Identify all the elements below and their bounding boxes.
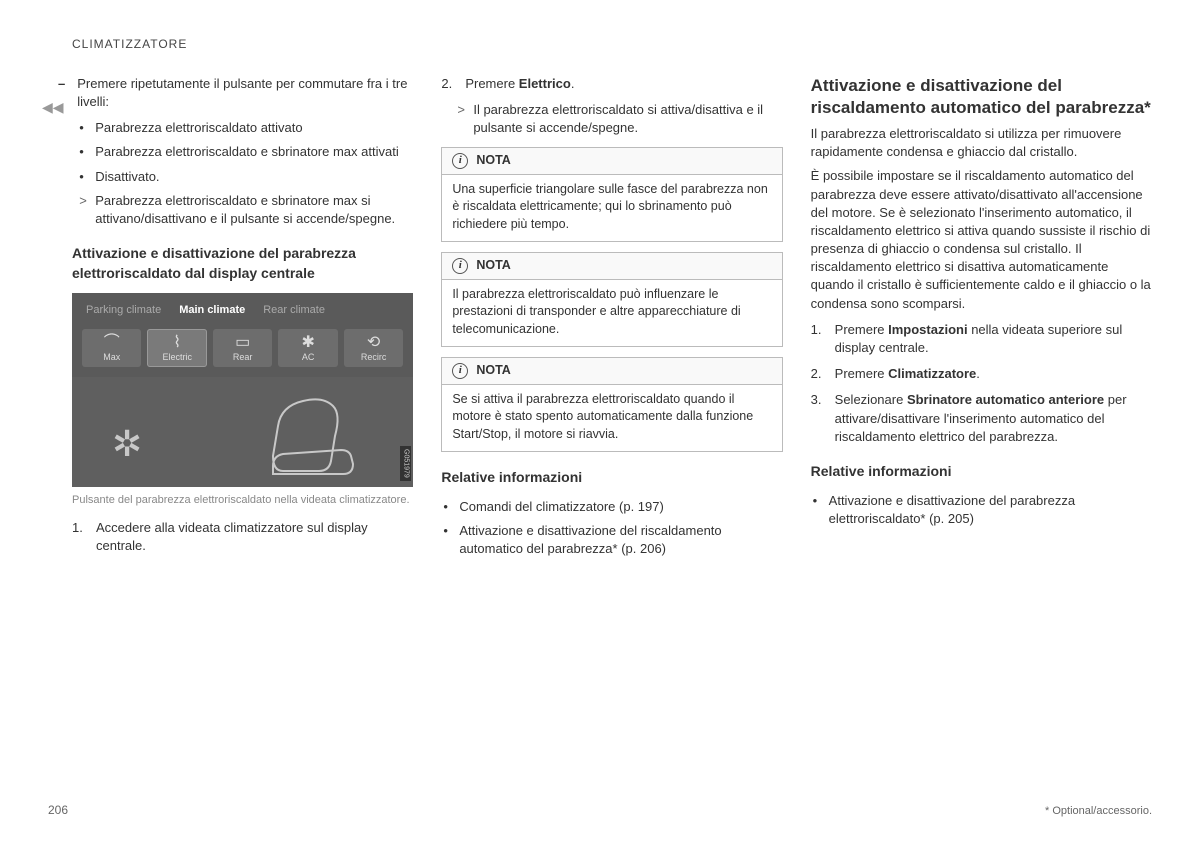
seat-outline-icon <box>253 386 363 481</box>
note-label: NOTA <box>476 152 511 170</box>
content-columns: – Premere ripetutamente il pulsante per … <box>72 75 1152 565</box>
btn-label: Electric <box>162 352 192 362</box>
rear-defrost-button[interactable]: ▭Rear <box>213 329 272 368</box>
dash-content: Premere ripetutamente il pulsante per co… <box>77 75 413 228</box>
step-item: Premere Climatizzatore. <box>811 365 1152 383</box>
result-text: Parabrezza elettroriscaldato e sbrinator… <box>77 192 413 228</box>
note-body: Il parabrezza elettroriscaldato può infl… <box>442 280 781 347</box>
bold-term: Climatizzatore <box>888 366 976 381</box>
note-box: i NOTA Il parabrezza elettroriscaldato pu… <box>441 252 782 347</box>
continuation-icon: ◀◀ <box>42 98 64 118</box>
related-info-list: Comandi del climatizzatore (p. 197) Atti… <box>441 498 782 559</box>
note-heading: i NOTA <box>442 253 781 280</box>
climate-display-figure: Parking climate Main climate Rear climat… <box>72 293 413 487</box>
bold-term: Impostazioni <box>888 322 967 337</box>
note-label: NOTA <box>476 257 511 275</box>
defrost-max-icon: ⌒ <box>84 335 139 351</box>
btn-label: AC <box>302 352 315 362</box>
dash-list-item: – Premere ripetutamente il pulsante per … <box>72 75 413 228</box>
topic-body: È possibile impostare se il riscaldament… <box>811 167 1152 313</box>
figure-caption: Pulsante del parabrezza elettroriscaldat… <box>72 493 413 508</box>
section-header: CLIMATIZZATORE <box>72 36 1152 53</box>
fan-icon: ✲ <box>112 419 142 469</box>
related-link: Attivazione e disattivazione del parabre… <box>811 492 1152 528</box>
step-list-continued: Premere Elettrico. <box>441 75 782 93</box>
btn-label: Rear <box>233 352 253 362</box>
btn-label: Recirc <box>361 352 387 362</box>
related-link: Attivazione e disattivazione del riscald… <box>441 522 782 558</box>
list-item: Parabrezza elettroriscaldato attivato <box>77 119 413 137</box>
column-3: Attivazione e disattivazione del riscald… <box>811 75 1152 565</box>
related-info-heading: Relative informazioni <box>811 462 1152 482</box>
climate-button-row: ⌒Max ⌇Electric ▭Rear ✱AC ⟲Recirc <box>72 325 413 378</box>
step-item: Accedere alla videata climatizzatore sul… <box>72 519 413 555</box>
step-item: Premere Elettrico. <box>441 75 782 93</box>
step-item: Selezionare Sbrinatore automatico anteri… <box>811 391 1152 446</box>
step-item: Premere Impostazioni nella videata super… <box>811 321 1152 357</box>
bold-term: Sbrinatore automatico anteriore <box>907 392 1104 407</box>
footnote: * Optional/accessorio. <box>1045 804 1152 819</box>
info-icon: i <box>452 153 468 169</box>
option-list: Parabrezza elettroriscaldato attivato Pa… <box>77 119 413 186</box>
subsection-heading: Attivazione e disattivazione del parabre… <box>72 244 413 283</box>
step-list: Premere Impostazioni nella videata super… <box>811 321 1152 446</box>
electric-defrost-button[interactable]: ⌇Electric <box>147 329 206 368</box>
note-heading: i NOTA <box>442 358 781 385</box>
note-body: Se si attiva il parabrezza elettroriscal… <box>442 385 781 452</box>
column-2: Premere Elettrico. Il parabrezza elettro… <box>441 75 782 565</box>
max-defrost-button[interactable]: ⌒Max <box>82 329 141 368</box>
step-list: Accedere alla videata climatizzatore sul… <box>72 519 413 555</box>
snowflake-icon: ✱ <box>280 335 335 351</box>
related-info-heading: Relative informazioni <box>441 468 782 488</box>
climate-tabs: Parking climate Main climate Rear climat… <box>72 293 413 324</box>
page-number: 206 <box>48 802 68 819</box>
note-body: Una superficie triangolare sulle fasce d… <box>442 175 781 242</box>
ac-button[interactable]: ✱AC <box>278 329 337 368</box>
text: . <box>976 366 980 381</box>
topic-heading: Attivazione e disattivazione del riscald… <box>811 75 1152 119</box>
text: Premere <box>835 366 888 381</box>
related-info-list: Attivazione e disattivazione del parabre… <box>811 492 1152 528</box>
list-item: Disattivato. <box>77 168 413 186</box>
result-text: Il parabrezza elettroriscaldato si attiv… <box>441 101 782 137</box>
topic-intro: Il parabrezza elettroriscaldato si utili… <box>811 125 1152 161</box>
recirc-button[interactable]: ⟲Recirc <box>344 329 403 368</box>
image-reference-tag: G051979 <box>400 446 412 481</box>
column-1: – Premere ripetutamente il pulsante per … <box>72 75 413 565</box>
note-heading: i NOTA <box>442 148 781 175</box>
text: Premere <box>465 76 518 91</box>
manual-page: CLIMATIZZATORE ◀◀ – Premere ripetutament… <box>0 0 1200 601</box>
tab-parking-climate[interactable]: Parking climate <box>86 303 161 318</box>
defrost-rear-icon: ▭ <box>215 335 270 351</box>
info-icon: i <box>452 258 468 274</box>
text: Premere <box>835 322 888 337</box>
bold-term: Elettrico <box>519 76 571 91</box>
btn-label: Max <box>103 352 120 362</box>
climate-body-area: ✲ G051979 <box>72 377 413 487</box>
note-box: i NOTA Una superficie triangolare sulle f… <box>441 147 782 242</box>
defrost-electric-icon: ⌇ <box>149 335 204 351</box>
recirc-icon: ⟲ <box>346 335 401 351</box>
dash-lead-text: Premere ripetutamente il pulsante per co… <box>77 75 413 111</box>
tab-rear-climate[interactable]: Rear climate <box>263 303 325 318</box>
text: . <box>571 76 575 91</box>
note-box: i NOTA Se si attiva il parabrezza elettro… <box>441 357 782 452</box>
text: Selezionare <box>835 392 907 407</box>
info-icon: i <box>452 363 468 379</box>
related-link: Comandi del climatizzatore (p. 197) <box>441 498 782 516</box>
note-label: NOTA <box>476 362 511 380</box>
tab-main-climate[interactable]: Main climate <box>179 303 245 318</box>
list-item: Parabrezza elettroriscaldato e sbrinator… <box>77 143 413 161</box>
